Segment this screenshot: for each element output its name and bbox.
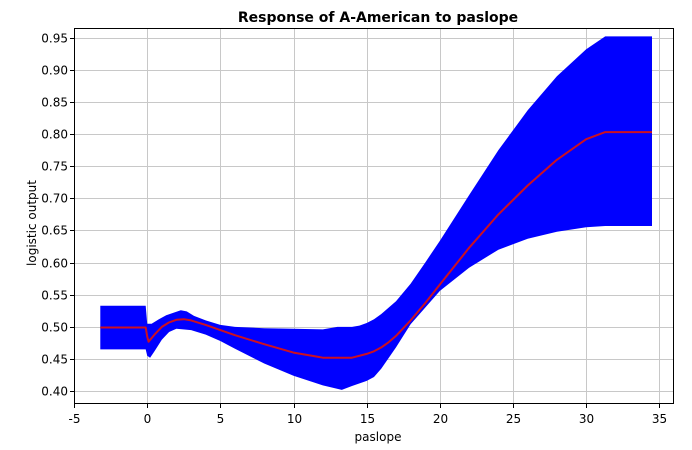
y-tick-label: 0.85 (41, 96, 68, 110)
mean-response-line (100, 131, 652, 359)
plot-border (74, 28, 674, 404)
y-tick-label: 0.40 (41, 385, 68, 399)
y-tick-label: 0.70 (41, 192, 68, 206)
y-tick-label: 0.50 (41, 321, 68, 335)
y-tick-label: 0.75 (41, 160, 68, 174)
x-tick-label: 5 (217, 412, 225, 426)
y-tick-label: 0.55 (41, 289, 68, 303)
x-axis-ticks: -5 0 5 10 15 20 25 30 35 (69, 404, 667, 426)
y-tick-label: 0.60 (41, 257, 68, 271)
x-tick-label: 35 (652, 412, 667, 426)
x-tick-label: 25 (506, 412, 521, 426)
x-tick-label: -5 (69, 412, 81, 426)
x-axis-label: paslope (355, 430, 402, 444)
y-axis-ticks: 0.40 0.45 0.50 0.55 0.60 0.65 0.70 0.75 0.80 0.85… (41, 32, 74, 399)
chart-title: Response of A-American to paslope (238, 10, 518, 26)
y-axis-label: logistic output (25, 180, 39, 266)
x-tick-label: 10 (287, 412, 302, 426)
x-tick-label: 15 (360, 412, 375, 426)
x-tick-label: 20 (433, 412, 448, 426)
y-tick-label: 0.95 (41, 32, 68, 46)
x-tick-label: 0 (144, 412, 152, 426)
y-tick-label: 0.45 (41, 353, 68, 367)
confidence-band (100, 36, 653, 390)
confidence-band-group (100, 36, 653, 390)
y-tick-label: 0.90 (41, 64, 68, 78)
y-tick-label: 0.65 (41, 224, 68, 238)
mean-line-group (100, 131, 652, 359)
x-tick-label: 30 (579, 412, 594, 426)
y-tick-label: 0.80 (41, 128, 68, 142)
